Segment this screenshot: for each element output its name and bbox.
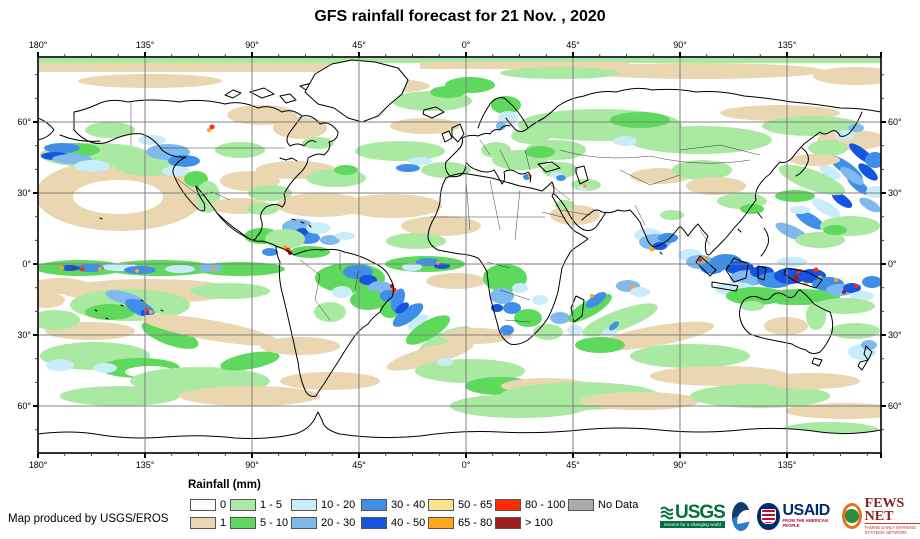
axis-label-left-4: 60° xyxy=(17,401,31,411)
legend-swatch xyxy=(230,517,256,529)
map-frame xyxy=(37,56,882,454)
legend-swatch xyxy=(190,499,216,511)
legend-label: 65 - 80 xyxy=(458,517,493,529)
legend-label: > 100 xyxy=(525,517,553,529)
usaid-seal-icon xyxy=(757,502,780,530)
axis-ticks xyxy=(33,52,886,458)
gridlines xyxy=(38,57,881,453)
legend-swatch xyxy=(495,499,521,511)
legend-label: 20 - 30 xyxy=(321,517,356,529)
legend-swatch xyxy=(568,499,594,511)
fewsnet-name: FEWS NET xyxy=(864,496,905,524)
axis-label-bottom-0: 180° xyxy=(28,460,48,470)
axis-label-top-6: 90° xyxy=(673,40,687,50)
legend-title: Rainfall (mm) xyxy=(188,479,261,491)
legend-label: 1 xyxy=(220,517,227,529)
axis-label-right-3: 30° xyxy=(888,330,902,340)
legend-item: 80 - 100 xyxy=(495,498,565,512)
axis-label-top-0: 180° xyxy=(28,40,48,50)
axis-label-bottom-7: 135° xyxy=(777,460,797,470)
legend-label: 0 xyxy=(220,499,227,511)
legend-label: 50 - 65 xyxy=(458,499,493,511)
axis-label-bottom-2: 90° xyxy=(245,460,259,470)
credit-text: Map produced by USGS/EROS xyxy=(8,513,169,525)
axis-label-top-7: 135° xyxy=(777,40,797,50)
fewsnet-tagline: FAMINE EARLY WARNING SYSTEMS NETWORK xyxy=(864,523,920,535)
fewsnet-logo: FEWS NET FAMINE EARLY WARNING SYSTEMS NE… xyxy=(841,496,920,535)
axis-label-top-3: 45° xyxy=(352,40,366,50)
legend-item: 20 - 30 xyxy=(291,516,355,530)
axis-label-bottom-4: 0° xyxy=(461,460,471,470)
rainfall-layer xyxy=(39,58,881,440)
axis-label-right-2: 0° xyxy=(888,259,897,269)
axis-label-top-2: 90° xyxy=(245,40,259,50)
legend-item: 40 - 50 xyxy=(361,516,425,530)
fewsnet-globe-icon xyxy=(841,503,862,529)
legend-swatch xyxy=(428,499,454,511)
axis-label-left-1: 30° xyxy=(17,188,31,198)
legend-item: 50 - 65 xyxy=(428,498,492,512)
legend-swatch xyxy=(291,499,317,511)
axis-label-left-3: 30° xyxy=(17,330,31,340)
axis-label-left-0: 60° xyxy=(17,117,31,127)
logo-strip: USGS science for a changing world USAID … xyxy=(660,497,920,535)
legend-label: 40 - 50 xyxy=(391,517,426,529)
axis-label-top-4: 0° xyxy=(461,40,471,50)
legend-label: 80 - 100 xyxy=(525,499,566,511)
axis-label-bottom-5: 45° xyxy=(566,460,580,470)
axis-label-right-4: 60° xyxy=(888,401,902,411)
legend-label: 10 - 20 xyxy=(321,499,356,511)
usgs-name: USGS xyxy=(675,502,726,523)
legend-item: 65 - 80 xyxy=(428,516,492,530)
legend-label: No Data xyxy=(598,499,639,511)
country-borders xyxy=(130,102,761,323)
legend-item: 1 xyxy=(190,516,226,530)
axis-label-right-0: 60° xyxy=(888,117,902,127)
legend-item: 5 - 10 xyxy=(230,516,288,530)
usaid-tagline: FROM THE AMERICAN PEOPLE xyxy=(782,518,828,528)
usgs-wave-icon xyxy=(660,506,673,519)
legend-item: 10 - 20 xyxy=(291,498,355,512)
legend-label: 1 - 5 xyxy=(260,499,283,511)
continent-outlines xyxy=(39,59,881,453)
legend-swatch xyxy=(495,517,521,529)
legend-swatch xyxy=(361,517,387,529)
legend-swatch xyxy=(190,517,216,529)
legend-item: > 100 xyxy=(495,516,553,530)
legend-swatch xyxy=(291,517,317,529)
usaid-name: USAID xyxy=(782,502,831,519)
legend-swatch xyxy=(428,517,454,529)
usgs-logo: USGS science for a changing world xyxy=(660,502,726,528)
axis-label-top-5: 45° xyxy=(566,40,580,50)
legend-item: 0 xyxy=(190,498,226,512)
axis-label-left-2: 0° xyxy=(22,259,31,269)
axis-label-top-1: 135° xyxy=(135,40,155,50)
legend-swatch xyxy=(230,499,256,511)
axis-label-bottom-1: 135° xyxy=(135,460,155,470)
legend-item: No Data xyxy=(568,498,638,512)
world-rainfall-map xyxy=(33,52,886,458)
noaa-logo-icon xyxy=(731,501,751,531)
legend-swatch xyxy=(361,499,387,511)
usgs-tagline: science for a changing world xyxy=(660,521,725,528)
legend-label: 5 - 10 xyxy=(260,517,289,529)
axis-label-bottom-3: 45° xyxy=(352,460,366,470)
legend-item: 1 - 5 xyxy=(230,498,282,512)
legend-label: 30 - 40 xyxy=(391,499,426,511)
page-title: GFS rainfall forecast for 21 Nov. , 2020 xyxy=(314,8,606,25)
axis-label-bottom-6: 90° xyxy=(673,460,687,470)
usaid-logo: USAID FROM THE AMERICAN PEOPLE xyxy=(757,502,834,530)
legend-item: 30 - 40 xyxy=(361,498,425,512)
axis-label-right-1: 30° xyxy=(888,188,902,198)
